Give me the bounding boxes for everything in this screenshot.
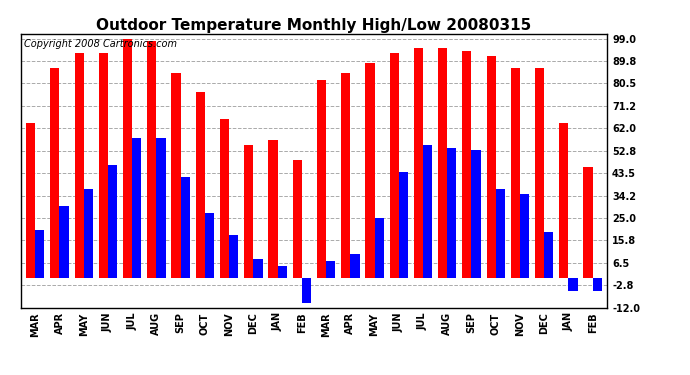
Bar: [584, 167, 593, 278]
Bar: [132, 138, 141, 278]
Bar: [50, 68, 59, 278]
Bar: [196, 92, 205, 278]
Bar: [559, 123, 569, 278]
Bar: [535, 68, 544, 278]
Bar: [390, 53, 399, 278]
Bar: [511, 68, 520, 278]
Bar: [157, 138, 166, 278]
Bar: [171, 72, 181, 278]
Bar: [147, 41, 157, 278]
Bar: [375, 218, 384, 278]
Bar: [123, 39, 132, 278]
Bar: [399, 172, 408, 278]
Bar: [302, 278, 311, 303]
Bar: [108, 165, 117, 278]
Bar: [59, 206, 69, 278]
Bar: [471, 150, 481, 278]
Bar: [220, 118, 229, 278]
Bar: [462, 51, 471, 278]
Bar: [277, 266, 287, 278]
Bar: [181, 177, 190, 278]
Bar: [317, 80, 326, 278]
Bar: [341, 72, 351, 278]
Bar: [205, 213, 214, 278]
Bar: [351, 254, 359, 278]
Text: Copyright 2008 Cartronics.com: Copyright 2008 Cartronics.com: [23, 39, 177, 49]
Bar: [244, 145, 253, 278]
Bar: [423, 145, 432, 278]
Bar: [326, 261, 335, 278]
Bar: [268, 140, 277, 278]
Bar: [495, 189, 505, 278]
Bar: [99, 53, 108, 278]
Bar: [544, 232, 553, 278]
Bar: [569, 278, 578, 291]
Bar: [365, 63, 375, 278]
Title: Outdoor Temperature Monthly High/Low 20080315: Outdoor Temperature Monthly High/Low 200…: [97, 18, 531, 33]
Bar: [229, 235, 238, 278]
Bar: [293, 160, 302, 278]
Bar: [26, 123, 35, 278]
Bar: [447, 148, 457, 278]
Bar: [520, 194, 529, 278]
Bar: [486, 56, 495, 278]
Bar: [414, 48, 423, 278]
Bar: [593, 278, 602, 291]
Bar: [253, 259, 263, 278]
Bar: [438, 48, 447, 278]
Bar: [35, 230, 44, 278]
Bar: [83, 189, 93, 278]
Bar: [75, 53, 83, 278]
